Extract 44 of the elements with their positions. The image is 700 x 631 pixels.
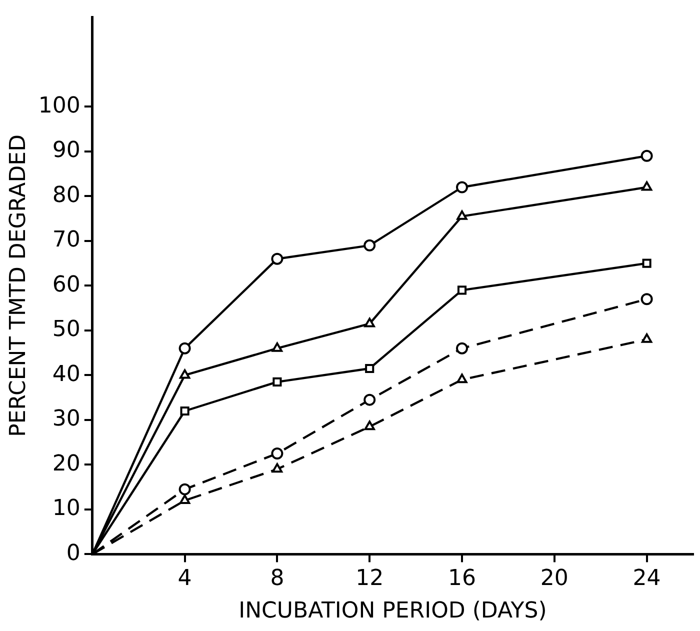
point (640, 150, 653, 162)
x-tick-label: 24 (632, 566, 661, 592)
point (180, 406, 190, 416)
point (364, 239, 376, 252)
x-tick-label: 20 (540, 566, 568, 592)
point (364, 394, 376, 406)
y-tick-label: 0 (66, 540, 80, 566)
y-tick-label: 70 (52, 228, 80, 253)
y-axis-title: PERCENT TMTD DEGRADED (6, 134, 31, 437)
point (642, 258, 652, 268)
point (641, 181, 652, 191)
y-tick-label: 50 (52, 317, 80, 342)
x-tick-label: 4 (178, 566, 192, 592)
point (272, 342, 283, 352)
x-tick-label: 12 (356, 566, 384, 592)
point (364, 318, 375, 328)
point (456, 210, 468, 220)
point (456, 374, 468, 384)
y-tick-label: 100 (38, 93, 80, 118)
point (271, 252, 284, 265)
y-tick-label: 30 (52, 406, 80, 432)
y-tick-label: 80 (52, 182, 80, 208)
point (640, 293, 653, 306)
x-axis-title: INCUBATION PERIOD (DAYS) (238, 598, 547, 624)
y-tick-label: 60 (52, 272, 80, 298)
point (456, 181, 468, 194)
point (365, 364, 374, 374)
point (179, 494, 190, 504)
y-tick-label: 20 (52, 451, 80, 476)
y-tick-label: 90 (52, 138, 80, 164)
point (179, 369, 190, 379)
y-tick-label: 40 (52, 362, 80, 387)
x-tick-label: 8 (270, 566, 284, 592)
point (456, 342, 468, 354)
point (272, 463, 283, 473)
point (178, 342, 191, 354)
x-tick-label: 16 (448, 566, 476, 592)
point (178, 483, 191, 496)
point (457, 286, 467, 295)
point (272, 377, 282, 386)
y-tick-label: 10 (52, 496, 80, 522)
point (364, 420, 375, 430)
point (641, 333, 652, 343)
point (271, 448, 284, 460)
